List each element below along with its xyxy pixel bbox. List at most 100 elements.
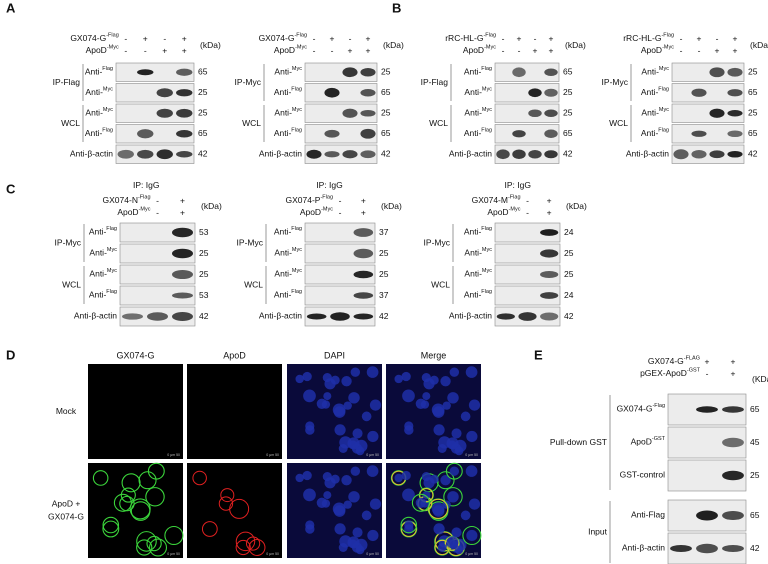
condition-label-main: rRC-HL-G [445,33,483,43]
nucleus [295,473,304,483]
nucleus [440,376,451,387]
antibody-label-sup: Flag [102,66,113,72]
kda-label: 42 [564,311,574,321]
condition-sign: + [549,33,554,43]
condition-label-main: GX074-M [472,195,508,205]
group-label: WCL [61,118,80,128]
unit-label-main: (kDa) [566,201,587,211]
condition-sign: + [517,33,522,43]
band [360,150,376,159]
blot-strip [304,124,378,144]
group-label: IP-Myc [237,237,264,247]
antibody-label-sup: Flag [106,226,117,232]
condition-sign: + [182,33,187,43]
kda-label: 25 [563,108,573,118]
band [709,108,725,118]
group-label: Input [588,526,608,536]
condition-sign: + [697,33,702,43]
condition-label: ApoD-Myc [641,45,674,55]
kda-label: 42 [563,149,573,159]
band [353,228,374,237]
condition-label-main: ApoD [117,207,138,217]
group-label: WCL [431,279,450,289]
band [324,151,340,158]
cell-outline [419,488,434,503]
condition-label-sup: -Flag [508,195,521,201]
condition-label-sup: -Flag [483,33,496,39]
condition-label-main: pGEX-ApoD [640,368,687,378]
group-label: IP-Myc [55,237,82,247]
condition-sign: + [348,45,353,55]
nucleus [303,488,316,502]
micrograph [187,364,282,459]
condition-sign: - [331,45,334,55]
antibody-label-sup: -GST [652,436,666,442]
antibody-label-sup: Flag [291,226,302,232]
antibody-label: Anti-Flag [464,66,492,76]
cell-outline [102,516,120,534]
blot-strip [494,243,561,264]
condition-label-main: ApoD [300,207,321,217]
band [176,89,193,97]
band [512,149,526,159]
blot-title: IP: IgG [505,180,531,190]
antibody-label-main: Anti- [641,128,659,138]
condition-sign: - [339,207,342,217]
condition-sign: + [549,45,554,55]
antibody-label-sup: Myc [482,247,492,253]
antibody-label: Anti-Flag [85,66,113,76]
condition-label-main: ApoD [487,207,508,217]
unit-label: (KDa) [752,374,768,384]
condition-label-sup: -Flag [320,195,333,201]
antibody-label-main: Anti-β-actin [74,311,117,321]
kda-label: 42 [199,311,209,321]
antibody-label: Anti-β-actin [74,311,117,321]
band [360,109,376,117]
antibody-label-main: Anti- [464,227,482,237]
group-label: IP-Myc [602,77,629,87]
kda-label: 25 [381,67,391,77]
band [137,69,154,76]
cell-outline [462,525,482,546]
antibody-label: Anti-Myc [85,107,113,117]
antibody-label: Anti-Flag [464,226,492,236]
cell-outline [92,470,109,486]
blot-strip [304,144,378,164]
nucleus [316,497,328,508]
antibody-label-main: Anti- [89,269,107,279]
column-title: Merge [421,350,447,360]
nucleus [323,392,332,401]
nucleus [334,424,346,436]
nucleus [341,376,352,387]
nucleus [366,465,379,477]
antibody-label-main: Anti- [641,87,659,97]
band [306,313,327,320]
kda-label: 65 [563,128,573,138]
condition-sign: - [680,33,683,43]
kda-label: 25 [748,67,758,77]
cell-outline [102,520,120,538]
nucleus [429,375,439,385]
condition-sign: - [156,195,159,205]
band [122,313,143,320]
antibody-label-sup: Flag [481,66,492,72]
antibody-label: GX074-G-Flag [617,403,665,413]
cell-outline [428,498,449,519]
micrograph [88,463,183,558]
band [156,108,173,118]
group-label: WCL [62,279,81,289]
antibody-label-main: Anti- [464,108,482,118]
antibody-label: Anti-β-actin [622,543,665,553]
cell-outline [411,493,430,512]
condition-sign: + [330,33,335,43]
kda-label: 25 [563,87,573,97]
kda-label: 45 [750,437,760,447]
band [722,406,744,413]
antibody-label: Anti-Flag [89,226,117,236]
condition-label-sup: -Myc [484,45,496,51]
kda-label: 25 [198,87,208,97]
scale-label: 0 μm 50 [366,453,379,457]
band [176,108,193,118]
band [727,150,743,158]
condition-label-main: ApoD [463,45,484,55]
